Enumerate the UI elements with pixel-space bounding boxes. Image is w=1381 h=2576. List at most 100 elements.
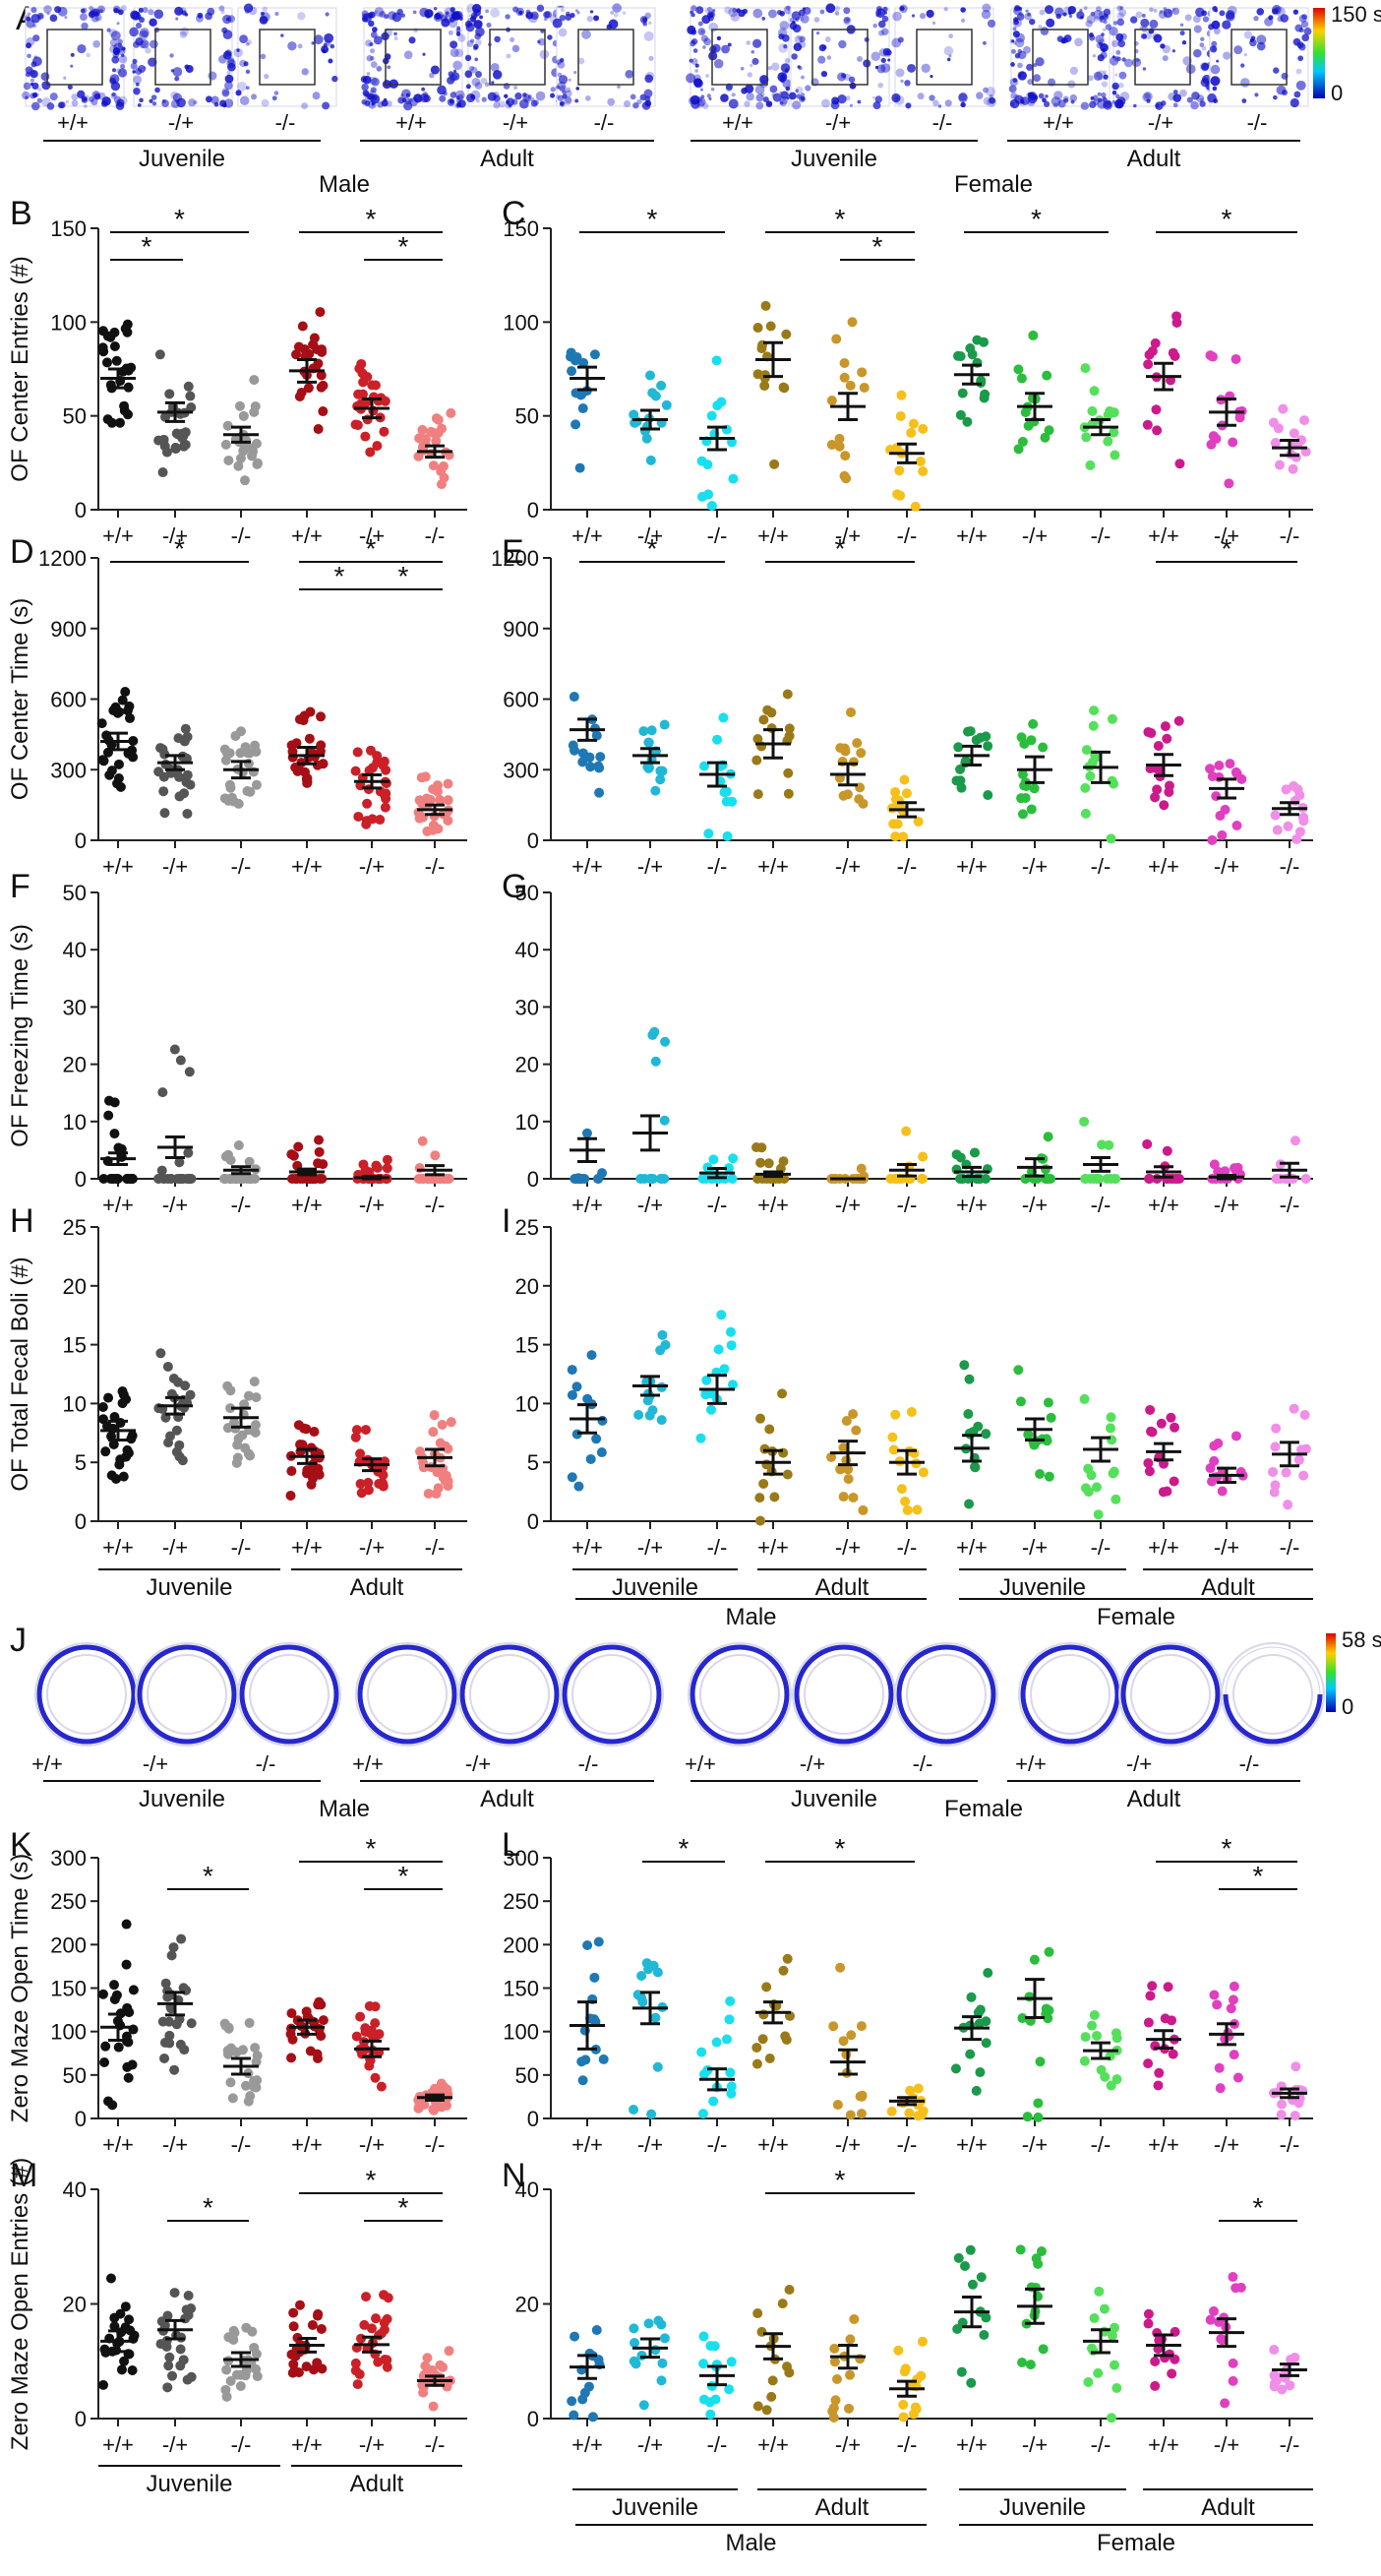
track-density [251,93,258,100]
data-point [96,718,107,729]
data-point [157,2016,168,2027]
data-point [1288,463,1298,474]
panel-letter-H: H [10,1202,34,1240]
track-density [145,47,151,54]
data-point [310,1174,321,1184]
data-point [890,1409,901,1420]
data-point [751,755,762,766]
center-zone [489,29,546,86]
x-tick-label-genotype: +/+ [102,2432,134,2457]
x-tick-label-genotype: -/+ [835,1193,861,1217]
data-point [1272,825,1283,835]
zero-maze-track [459,1693,560,1745]
track-density [1063,6,1072,15]
data-point [120,323,131,334]
track-density [1025,9,1029,13]
track-density [1026,63,1034,71]
track-density [23,82,31,91]
x-tick-label-genotype: -/+ [162,1535,188,1560]
x-tick-label-genotype: -/- [231,523,252,548]
data-point [646,725,657,736]
track-density [1303,27,1312,35]
track-density [150,39,158,49]
data-point [784,2285,795,2296]
track-density [845,95,851,101]
data-point [1231,353,1241,364]
data-point [655,774,666,785]
center-zone [711,29,768,86]
data-point [1080,808,1091,819]
track-density [109,38,118,47]
track-density [372,27,378,32]
data-point [288,2307,299,2318]
track-density [877,82,884,89]
x-tick-label-genotype: -/- [897,523,918,548]
x-tick-label-genotype: -/+ [835,1535,861,1560]
track-density [243,3,254,13]
track-density [136,14,142,21]
panel-letter-F: F [10,868,30,905]
data-point [716,1310,727,1320]
track-density [1074,37,1083,47]
data-point [1111,1494,1121,1504]
x-tick-label-genotype: -/+ [637,2132,663,2157]
track-density [1101,92,1107,98]
track-density [926,9,934,19]
x-tick-label-genotype: +/+ [956,2432,988,2457]
data-point [918,1467,929,1478]
data-point [638,726,649,737]
data-point [122,705,133,716]
data-point [309,2017,320,2028]
data-point [1171,317,1182,328]
zero-maze-outer [1118,1642,1223,1747]
track-density [1112,84,1118,90]
zero-maze-inner [906,1654,987,1735]
data-point [650,2012,661,2023]
track-density [365,39,373,47]
y-tick-label: 100 [50,310,87,335]
data-point [1097,1139,1108,1150]
track-density [643,89,653,98]
track-density [1068,14,1073,19]
track-density [30,82,34,87]
track-density [707,6,713,13]
data-point [650,391,661,401]
data-point [847,317,858,328]
genotype-label: -/- [932,110,953,135]
track-density [623,100,631,108]
data-point [163,2361,174,2371]
data-point [826,439,837,450]
data-point [983,790,993,801]
data-point [1278,403,1289,414]
track-density [1086,15,1096,25]
track-density [322,48,327,54]
data-point [1147,1427,1158,1438]
data-point [171,2019,182,2030]
data-point [641,433,652,444]
data-point [573,1481,584,1492]
data-point [158,1174,169,1184]
significance-star: * [366,2165,377,2195]
data-point [1164,786,1174,797]
track-density [1212,86,1218,92]
data-point [382,2355,392,2365]
track-density [114,51,119,56]
track-density [40,72,50,82]
track-density [1233,45,1243,55]
track-density [1172,90,1178,94]
track-density [948,33,954,39]
data-point [913,816,924,827]
data-point [851,1425,862,1436]
track-density [1024,12,1032,21]
data-point [98,1174,109,1184]
data-point [1080,363,1091,374]
track-density [1143,92,1153,101]
track-density [644,12,652,20]
data-point [169,2064,180,2075]
track-density [791,11,802,21]
data-point [431,1174,442,1184]
track-density [568,78,571,82]
sex-label-female: Female [1097,2530,1175,2556]
data-point [1291,2061,1301,2072]
